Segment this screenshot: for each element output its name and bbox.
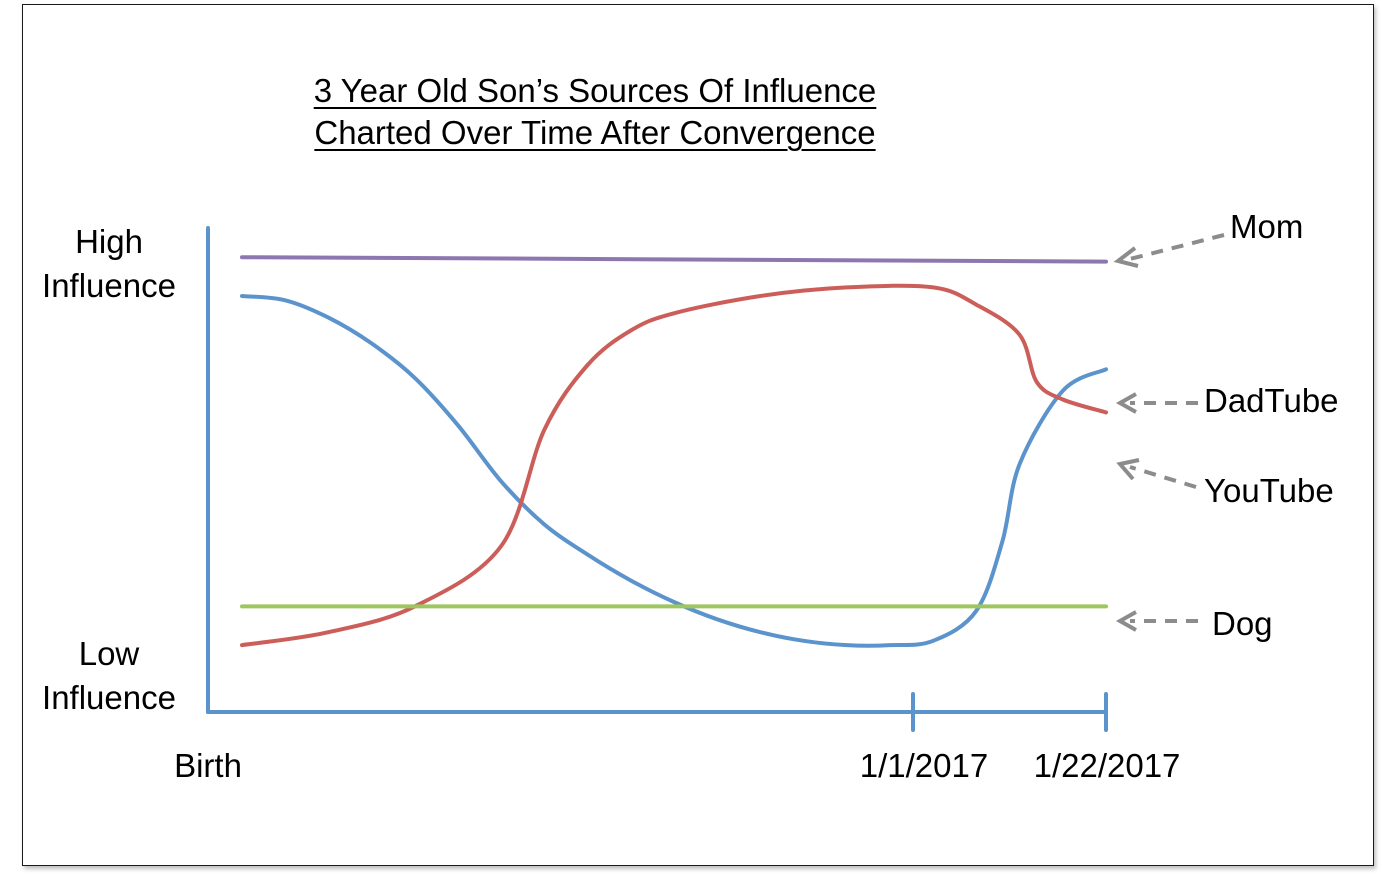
arrow-head-dog bbox=[1115, 610, 1137, 632]
y-label-low: Low Influence bbox=[9, 632, 209, 720]
chart-title: 3 Year Old Son’s Sources Of Influence Ch… bbox=[314, 70, 877, 154]
arrow-head-youtube bbox=[1116, 458, 1140, 481]
arrow-head-dadtube bbox=[1115, 392, 1137, 414]
legend-label-dadtube: DadTube bbox=[1204, 382, 1339, 419]
series-line-mom bbox=[240, 255, 1108, 264]
y-label-high-line-1: High bbox=[75, 223, 143, 260]
arrow-head-mom bbox=[1113, 246, 1139, 268]
x-tick-label-2017-01-22: 1/22/2017 bbox=[1033, 747, 1181, 784]
arrow-line-mom bbox=[1129, 233, 1225, 261]
legend-label-dog: Dog bbox=[1212, 605, 1273, 642]
y-label-high-line-2: Influence bbox=[42, 267, 176, 304]
y-label-high: High Influence bbox=[9, 220, 209, 308]
chart-title-line-1: 3 Year Old Son’s Sources Of Influence bbox=[313, 72, 877, 109]
arrow-line-youtube bbox=[1129, 465, 1197, 489]
y-label-low-line-2: Influence bbox=[42, 679, 176, 716]
y-label-low-line-1: Low bbox=[78, 635, 140, 672]
legend-arrows bbox=[1113, 233, 1225, 632]
axes bbox=[206, 226, 1108, 732]
legend-label-youtube: YouTube bbox=[1204, 472, 1334, 509]
legend-label-mom: Mom bbox=[1230, 208, 1304, 245]
series-line-youtube bbox=[240, 283, 1108, 648]
chart-title-line-2: Charted Over Time After Convergence bbox=[314, 114, 876, 151]
series-line-dadtube bbox=[240, 294, 1108, 648]
chart-frame bbox=[22, 4, 1374, 866]
series-layer bbox=[240, 255, 1108, 648]
x-tick-label-2017-01-01: 1/1/2017 bbox=[859, 747, 989, 784]
x-tick-label-birth: Birth bbox=[174, 747, 242, 784]
